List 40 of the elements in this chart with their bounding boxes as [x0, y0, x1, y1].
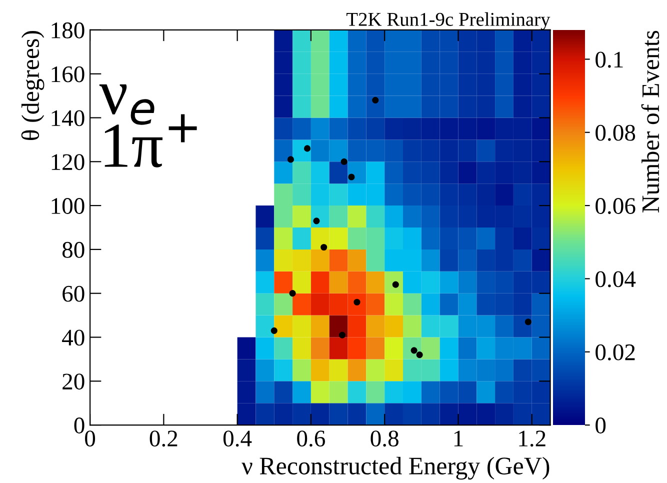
point — [372, 96, 379, 104]
point — [289, 290, 296, 297]
color-bar-label: 0.06 — [596, 198, 636, 214]
color-bar-label: 0.08 — [596, 124, 636, 141]
point — [313, 218, 320, 224]
y-tick-label: 100 — [52, 198, 84, 214]
y-tick-label: 160 — [52, 66, 84, 82]
color-bar-label: 0.04 — [596, 271, 636, 288]
color-bar-label: 0.02 — [596, 344, 635, 360]
annotation: ν$_{e}$ 1π$^{+}$ — [99, 84, 197, 168]
point — [524, 318, 532, 326]
point — [348, 174, 355, 180]
x-tick-label: 0.6 — [297, 430, 326, 447]
chart-title: T2K Run1-9c Preliminary — [346, 12, 550, 30]
y-tick-label: 120 — [52, 154, 84, 170]
point — [304, 145, 311, 152]
y-axis-title: θ (degrees) — [21, 31, 44, 140]
color-bar-label: 0 — [596, 418, 606, 434]
y-tick-label: 140 — [52, 110, 84, 126]
x-axis-title: ν Reconstructed Energy (GeV) — [242, 456, 550, 480]
y-tick-label: 0 — [74, 418, 84, 434]
y-tick-label: 60 — [62, 286, 84, 302]
point — [416, 352, 423, 358]
y-tick-label: 40 — [62, 330, 84, 346]
color-bar-title: Number of Events — [641, 30, 660, 213]
point — [270, 327, 278, 334]
y-tick-label: 20 — [62, 374, 84, 390]
y-tick-label: 180 — [52, 22, 84, 38]
y-tick-label: 80 — [62, 242, 84, 258]
color-bar-label: 0.1 — [596, 52, 623, 68]
point — [287, 156, 294, 163]
x-tick-label: 0.2 — [150, 430, 178, 447]
x-tick-label: 0 — [85, 430, 96, 447]
point — [320, 244, 328, 251]
x-tick-label: 0.4 — [223, 430, 252, 447]
x-tick-label: 1.2 — [519, 430, 546, 447]
x-tick-label: 0.8 — [370, 430, 398, 447]
point — [340, 158, 348, 165]
point — [338, 332, 346, 338]
x-tick-label: 1 — [454, 430, 463, 446]
